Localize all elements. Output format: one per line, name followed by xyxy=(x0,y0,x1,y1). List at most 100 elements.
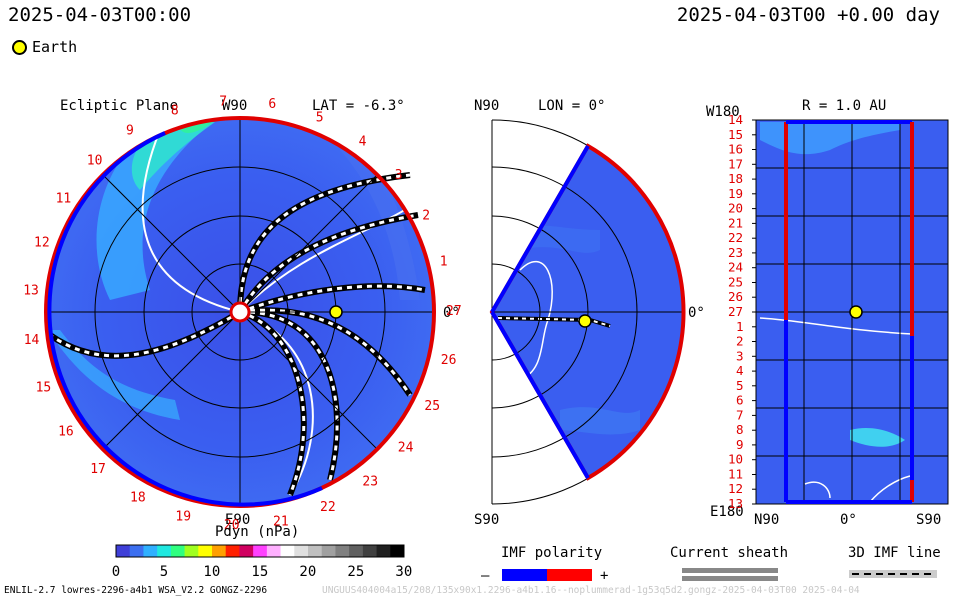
radial-row-label: 1 xyxy=(736,319,744,334)
datetime-left: 2025-04-03T00:00 xyxy=(8,4,192,26)
radial-row-label: 10 xyxy=(728,452,743,467)
colorbar-tick: 25 xyxy=(347,564,364,580)
colorbar-swatch xyxy=(266,545,282,557)
radial-row-label: 5 xyxy=(736,378,744,393)
radial-title: R = 1.0 AU xyxy=(802,98,886,114)
radial-row-label: 7 xyxy=(736,407,744,422)
radial-row-label: 26 xyxy=(728,289,743,304)
radial-row-label: 14 xyxy=(728,112,743,127)
current-sheath-legend: Current sheath xyxy=(670,545,788,581)
earth-ecliptic-icon xyxy=(329,305,343,319)
colorbar-swatch xyxy=(129,545,144,557)
carrington-label: 9 xyxy=(126,124,134,139)
carrington-label: 5 xyxy=(316,110,324,125)
colorbar-tick: 10 xyxy=(203,564,220,580)
earth-legend-label: Earth xyxy=(32,38,78,56)
ecliptic-bottom-label: E90 xyxy=(225,512,250,528)
sheath-title: Current sheath xyxy=(670,545,788,561)
imf-plus: + xyxy=(600,568,608,584)
imf-title: IMF polarity xyxy=(501,545,602,561)
imf-polarity-legend: IMF polarity – + xyxy=(481,545,608,584)
line3d-title: 3D IMF line xyxy=(848,545,941,561)
carrington-label: 22 xyxy=(320,500,336,515)
colorbar-tick: 15 xyxy=(251,564,268,580)
carrington-label: 8 xyxy=(171,104,179,119)
meridional-panel: N90 LON = 0° S90 0° xyxy=(474,98,705,528)
carrington-label: 25 xyxy=(424,399,440,414)
colorbar-swatch xyxy=(253,545,268,557)
radial-corner-bottom: E180 xyxy=(710,504,744,520)
colorbar-swatches xyxy=(116,545,405,557)
datetime-right: 2025-04-03T00 +0.00 day xyxy=(676,4,940,26)
colorbar-tick: 5 xyxy=(160,564,168,580)
radial-row-label: 16 xyxy=(728,142,743,157)
radial-row-label: 3 xyxy=(736,348,744,363)
colorbar-tick: 0 xyxy=(112,564,120,580)
dense-region xyxy=(96,118,215,300)
colorbar-swatch xyxy=(321,545,336,557)
radial-panel: R = 1.0 AU W180 E180 N90 0° S90 14 1 5 1617… xyxy=(706,98,949,528)
radial-row-label: 8 xyxy=(736,422,744,437)
carrington-label: 13 xyxy=(23,284,39,299)
meridional-lon: LON = 0° xyxy=(538,98,605,114)
radial-row-label: 23 xyxy=(728,245,743,260)
carrington-label: 21 xyxy=(273,514,289,529)
ecliptic-right-label: 0° xyxy=(443,305,460,321)
carrington-label: 23 xyxy=(362,475,378,490)
radial-row-label: 2 xyxy=(736,334,744,349)
carrington-label: 20 xyxy=(224,518,240,533)
colorbar-swatch xyxy=(225,545,240,557)
carrington-label: 17 xyxy=(90,462,106,477)
imf-minus: – xyxy=(481,568,490,584)
radial-x-right: S90 xyxy=(916,512,941,528)
colorbar-swatch xyxy=(308,545,323,557)
radial-row-label: 13 xyxy=(728,496,743,511)
colorbar-swatch xyxy=(280,545,295,557)
radial-row-label: 4 xyxy=(736,363,744,378)
ecliptic-lat: LAT = -6.3° xyxy=(312,98,405,114)
colorbar-swatch xyxy=(170,545,186,557)
colorbar-swatch xyxy=(362,545,378,557)
colorbar-title: Pdyn (nPa) xyxy=(215,524,299,540)
imf-negative-swatch xyxy=(502,569,547,581)
colorbar: Pdyn (nPa) 0 5 10 15 20 25 30 xyxy=(112,524,413,580)
imf-positive-swatch xyxy=(547,569,592,581)
radial-row-label: 20 xyxy=(728,201,743,216)
colorbar-swatch xyxy=(198,545,213,557)
earth-meridional-icon xyxy=(578,314,592,328)
colorbar-swatch xyxy=(239,545,254,557)
carrington-label: 10 xyxy=(87,153,103,168)
radial-row-label: 22 xyxy=(728,230,743,245)
carrington-label: 1 xyxy=(440,255,448,270)
colorbar-ticks: 0 5 10 15 20 25 30 xyxy=(112,564,413,580)
colorbar-swatch xyxy=(349,545,364,557)
radial-row-label: 17 xyxy=(728,156,743,171)
carrington-label: 18 xyxy=(130,491,146,506)
colorbar-swatch xyxy=(294,545,309,557)
meridional-right-label: 0° xyxy=(688,305,705,321)
colorbar-swatch xyxy=(184,545,199,557)
colorbar-swatch xyxy=(116,545,131,557)
colorbar-swatch xyxy=(212,545,227,557)
earth-radial-icon xyxy=(849,305,863,319)
ecliptic-rim-negative xyxy=(47,131,323,507)
radial-row-labels: 1415161718192021222324252627123456789101… xyxy=(728,112,756,511)
colorbar-swatch xyxy=(335,545,350,557)
colorbar-tick: 30 xyxy=(395,564,412,580)
radial-x-mid: 0° xyxy=(840,512,857,528)
colorbar-swatch xyxy=(157,545,172,557)
carrington-label: 3 xyxy=(395,168,403,183)
colorbar-swatch xyxy=(376,545,391,557)
radial-x-left: N90 xyxy=(754,512,779,528)
radial-row-label: 11 xyxy=(728,467,743,482)
carrington-label: 24 xyxy=(398,441,414,456)
ecliptic-top-label: W90 xyxy=(222,98,247,114)
radial-corner-top: W180 xyxy=(706,104,740,120)
radial-row-label: 25 xyxy=(728,275,743,290)
radial-row-label: 9 xyxy=(736,437,744,452)
footer-model-info: ENLIL-2.7 lowres-2296-a4b1 WSA_V2.2 GONG… xyxy=(4,585,268,596)
colorbar-tick: 20 xyxy=(299,564,316,580)
meridional-bottom-label: S90 xyxy=(474,512,499,528)
carrington-label: 4 xyxy=(359,135,367,150)
